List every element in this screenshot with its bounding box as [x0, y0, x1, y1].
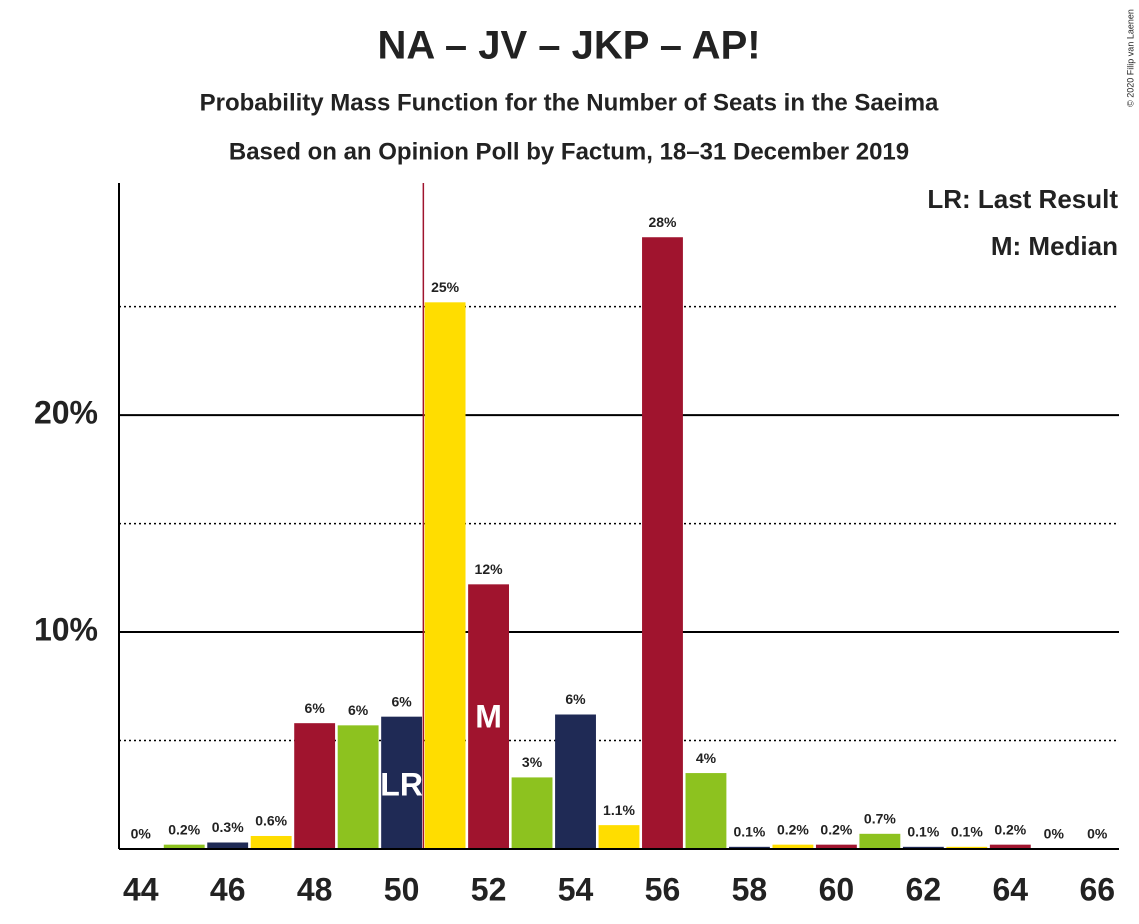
legend-entry: M: Median — [991, 231, 1118, 261]
bar — [250, 835, 292, 849]
data-label: 6% — [305, 700, 326, 716]
bar — [772, 844, 814, 849]
bar — [337, 725, 379, 849]
data-label: 0.3% — [212, 819, 244, 835]
bar — [642, 237, 683, 850]
y-tick-label: 10% — [34, 612, 98, 648]
x-tick-label: 44 — [123, 871, 159, 907]
median-marker: M — [475, 698, 502, 734]
data-label: 0.1% — [733, 824, 765, 840]
x-tick-label: 50 — [384, 871, 420, 907]
bar — [468, 584, 509, 849]
data-label: 1.1% — [603, 802, 635, 818]
x-tick-label: 66 — [1079, 871, 1115, 907]
chart-subtitle: Probability Mass Function for the Number… — [200, 89, 939, 116]
data-label: 0.6% — [255, 813, 287, 829]
data-label: 0.2% — [168, 821, 200, 837]
x-tick-label: 54 — [558, 871, 594, 907]
bar — [989, 844, 1031, 849]
data-label: 0.1% — [907, 824, 939, 840]
data-label: 28% — [648, 214, 677, 230]
chart-subtitle: Based on an Opinion Poll by Factum, 18–3… — [229, 138, 909, 165]
data-label: 6% — [565, 691, 586, 707]
legend-entry: LR: Last Result — [927, 184, 1118, 214]
bar — [729, 846, 770, 849]
y-tick-label: 20% — [34, 395, 98, 431]
data-label: 0% — [131, 826, 152, 842]
data-label: 4% — [696, 750, 717, 766]
bar — [685, 773, 727, 849]
bar — [902, 846, 944, 849]
x-tick-label: 46 — [210, 871, 246, 907]
data-label: 0.2% — [994, 821, 1026, 837]
data-label: 25% — [431, 279, 460, 295]
data-label: 0% — [1044, 826, 1065, 842]
data-label: 6% — [348, 702, 369, 718]
data-label: 12% — [475, 561, 504, 577]
x-tick-label: 58 — [732, 871, 768, 907]
bar — [207, 842, 249, 849]
bar — [511, 777, 553, 849]
x-tick-label: 62 — [906, 871, 942, 907]
bar — [555, 714, 596, 849]
x-tick-label: 64 — [993, 871, 1029, 907]
data-label: 6% — [391, 693, 412, 709]
data-label: 0% — [1087, 826, 1108, 842]
data-label: 0.7% — [864, 811, 896, 827]
bar — [424, 302, 466, 850]
x-tick-label: 56 — [645, 871, 681, 907]
chart-title: NA – JV – JKP – AP! — [377, 24, 760, 68]
bar — [381, 716, 423, 849]
x-tick-label: 48 — [297, 871, 333, 907]
bar — [946, 846, 988, 849]
last-result-marker: LR — [380, 766, 423, 802]
x-tick-label: 60 — [819, 871, 855, 907]
data-label: 0.2% — [820, 821, 852, 837]
x-tick-label: 52 — [471, 871, 507, 907]
bar — [859, 833, 901, 849]
data-label: 3% — [522, 754, 543, 770]
bar — [598, 825, 640, 849]
bar — [163, 844, 205, 849]
bar — [294, 723, 336, 849]
credit: © 2020 Filip van Laenen — [1125, 9, 1135, 107]
data-label: 0.1% — [951, 824, 983, 840]
data-label: 0.2% — [777, 821, 809, 837]
bar — [815, 844, 857, 849]
